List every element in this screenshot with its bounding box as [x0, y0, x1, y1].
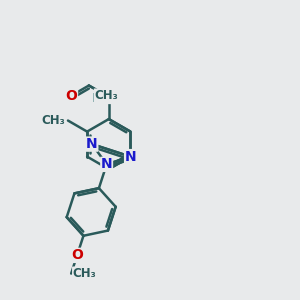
- Text: CH₃: CH₃: [94, 89, 118, 102]
- Text: O: O: [71, 248, 83, 262]
- Text: NH: NH: [98, 91, 119, 103]
- Text: N: N: [124, 150, 136, 164]
- Text: N: N: [101, 158, 112, 171]
- Text: O: O: [66, 88, 77, 103]
- Text: H: H: [92, 92, 102, 105]
- Text: CH₃: CH₃: [73, 267, 96, 280]
- Text: N: N: [86, 137, 98, 151]
- Text: CH₃: CH₃: [41, 114, 65, 127]
